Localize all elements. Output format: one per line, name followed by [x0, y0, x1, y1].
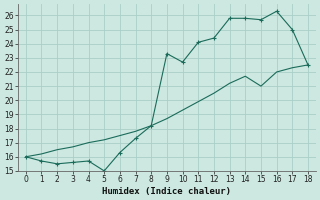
X-axis label: Humidex (Indice chaleur): Humidex (Indice chaleur)	[102, 187, 231, 196]
